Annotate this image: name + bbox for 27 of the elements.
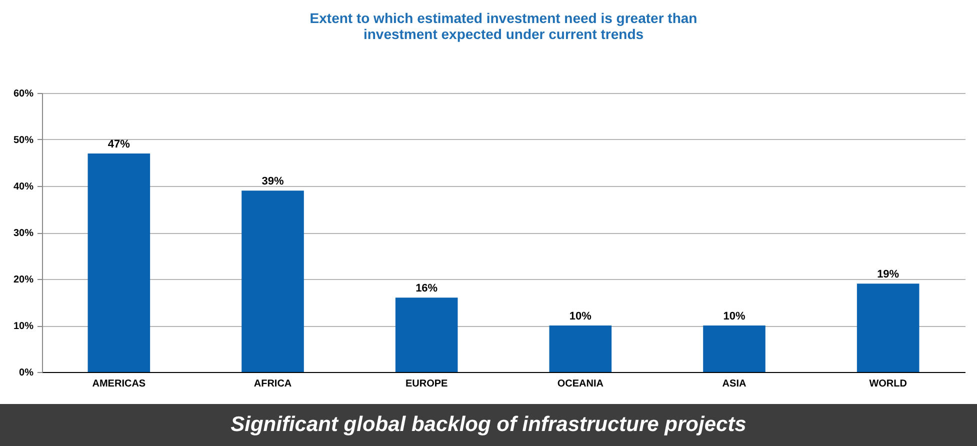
y-tick-label: 50%	[13, 135, 34, 146]
y-tick-label: 40%	[13, 182, 34, 192]
data-label: 10%	[723, 310, 746, 322]
bar	[856, 284, 920, 372]
data-label: 19%	[877, 268, 900, 281]
chart-title: Extent to which estimated investment need is greater than investment expected under current trends	[310, 10, 698, 42]
data-label: 47%	[108, 138, 130, 150]
y-tick-label: 60%	[13, 88, 34, 100]
data-label: 16%	[416, 282, 438, 295]
bar	[88, 153, 150, 372]
x-tick-label: ASIA	[722, 378, 746, 390]
text: Significant global backlog of infrastructure projects	[0, 404, 977, 446]
x-tick-label: EUROPE	[405, 378, 448, 390]
bar	[395, 298, 458, 372]
y-tick-label: 30%	[13, 228, 34, 239]
bar	[703, 326, 766, 372]
bar	[549, 326, 612, 372]
data-label: 10%	[569, 310, 592, 322]
x-tick-label: WORLD	[869, 378, 907, 390]
x-tick-label: AMERICAS	[92, 378, 146, 390]
y-tick-label: 0%	[19, 368, 34, 378]
x-tick-label: AFRICA	[254, 378, 292, 390]
y-tick-label: 20%	[13, 274, 34, 286]
x-tick-label: OCEANIA	[557, 378, 604, 390]
bar	[242, 190, 304, 372]
y-tick-label: 10%	[13, 321, 34, 332]
data-label: 39%	[262, 176, 284, 188]
